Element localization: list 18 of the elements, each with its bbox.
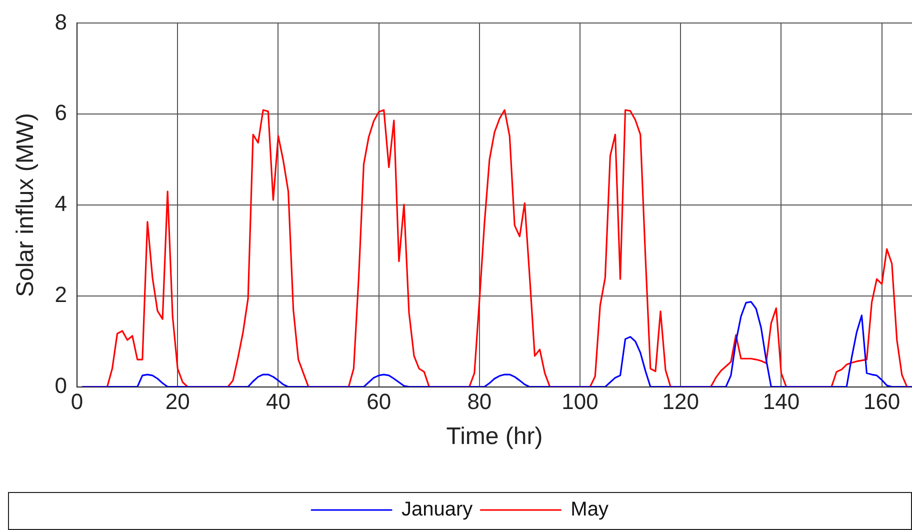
x-tick-label: 80 xyxy=(467,389,492,414)
y-tick-label: 2 xyxy=(54,282,68,307)
y-tick-label: 0 xyxy=(54,372,68,398)
y-tick-label: 6 xyxy=(54,100,68,126)
x-tick-label: 40 xyxy=(266,389,290,414)
x-tick-label: 160 xyxy=(863,389,900,414)
x-tick-label: 60 xyxy=(366,389,392,414)
legend-label: January xyxy=(402,498,473,521)
x-tick-label: 0 xyxy=(70,389,84,414)
x-tick-label: 140 xyxy=(762,389,800,414)
y-tick-label: 8 xyxy=(54,9,68,34)
legend-label: May xyxy=(570,498,608,521)
y-tick-label: 4 xyxy=(54,191,68,216)
y-axis-title: Solar influx (MW) xyxy=(12,112,40,298)
x-tick-label: 20 xyxy=(165,389,190,414)
x-tick-label: 120 xyxy=(662,389,699,414)
x-axis-title: Time (hr) xyxy=(446,423,543,450)
x-tick-label: 100 xyxy=(562,389,598,414)
